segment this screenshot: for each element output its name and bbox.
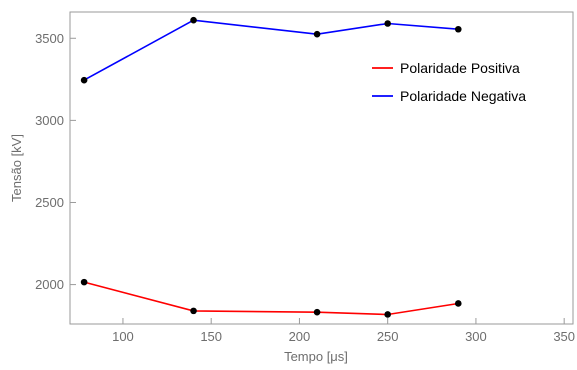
y-axis-label: Tensão [kV] <box>9 134 24 202</box>
series-line-polaridade-positiva <box>83 281 459 316</box>
data-point-polaridade-positiva <box>313 308 321 316</box>
data-point-polaridade-negativa <box>190 16 197 24</box>
legend-label: Polaridade Negativa <box>400 88 526 104</box>
x-tick-label: 100 <box>112 329 134 344</box>
data-points <box>80 16 462 318</box>
data-point-polaridade-negativa <box>80 76 88 84</box>
x-tick-label: 250 <box>377 329 399 344</box>
plot-frame <box>69 11 574 325</box>
data-point-polaridade-negativa <box>454 25 462 33</box>
y-tick-label: 2500 <box>35 195 64 210</box>
axis-ticks: 100 150 200 250 300 350 2000 2500 3000 3500 <box>35 31 575 344</box>
data-point-polaridade-positiva <box>384 311 391 318</box>
y-tick-label: 3500 <box>35 31 64 46</box>
data-point-polaridade-negativa <box>313 30 321 38</box>
x-tick-label: 300 <box>465 329 487 344</box>
legend: Polaridade Positiva Polaridade Negativa <box>372 60 526 104</box>
x-axis-label: Tempo [μs] <box>284 349 348 364</box>
data-point-polaridade-positiva <box>190 307 197 315</box>
data-point-polaridade-positiva <box>454 300 462 307</box>
x-tick-label: 150 <box>200 329 222 344</box>
x-tick-label: 350 <box>553 329 575 344</box>
legend-label: Polaridade Positiva <box>400 60 520 76</box>
y-tick-label: 2000 <box>35 277 64 292</box>
data-point-polaridade-positiva <box>80 278 88 286</box>
x-tick-label: 200 <box>289 329 311 344</box>
data-point-polaridade-negativa <box>384 20 391 27</box>
y-tick-label: 3000 <box>35 113 64 128</box>
